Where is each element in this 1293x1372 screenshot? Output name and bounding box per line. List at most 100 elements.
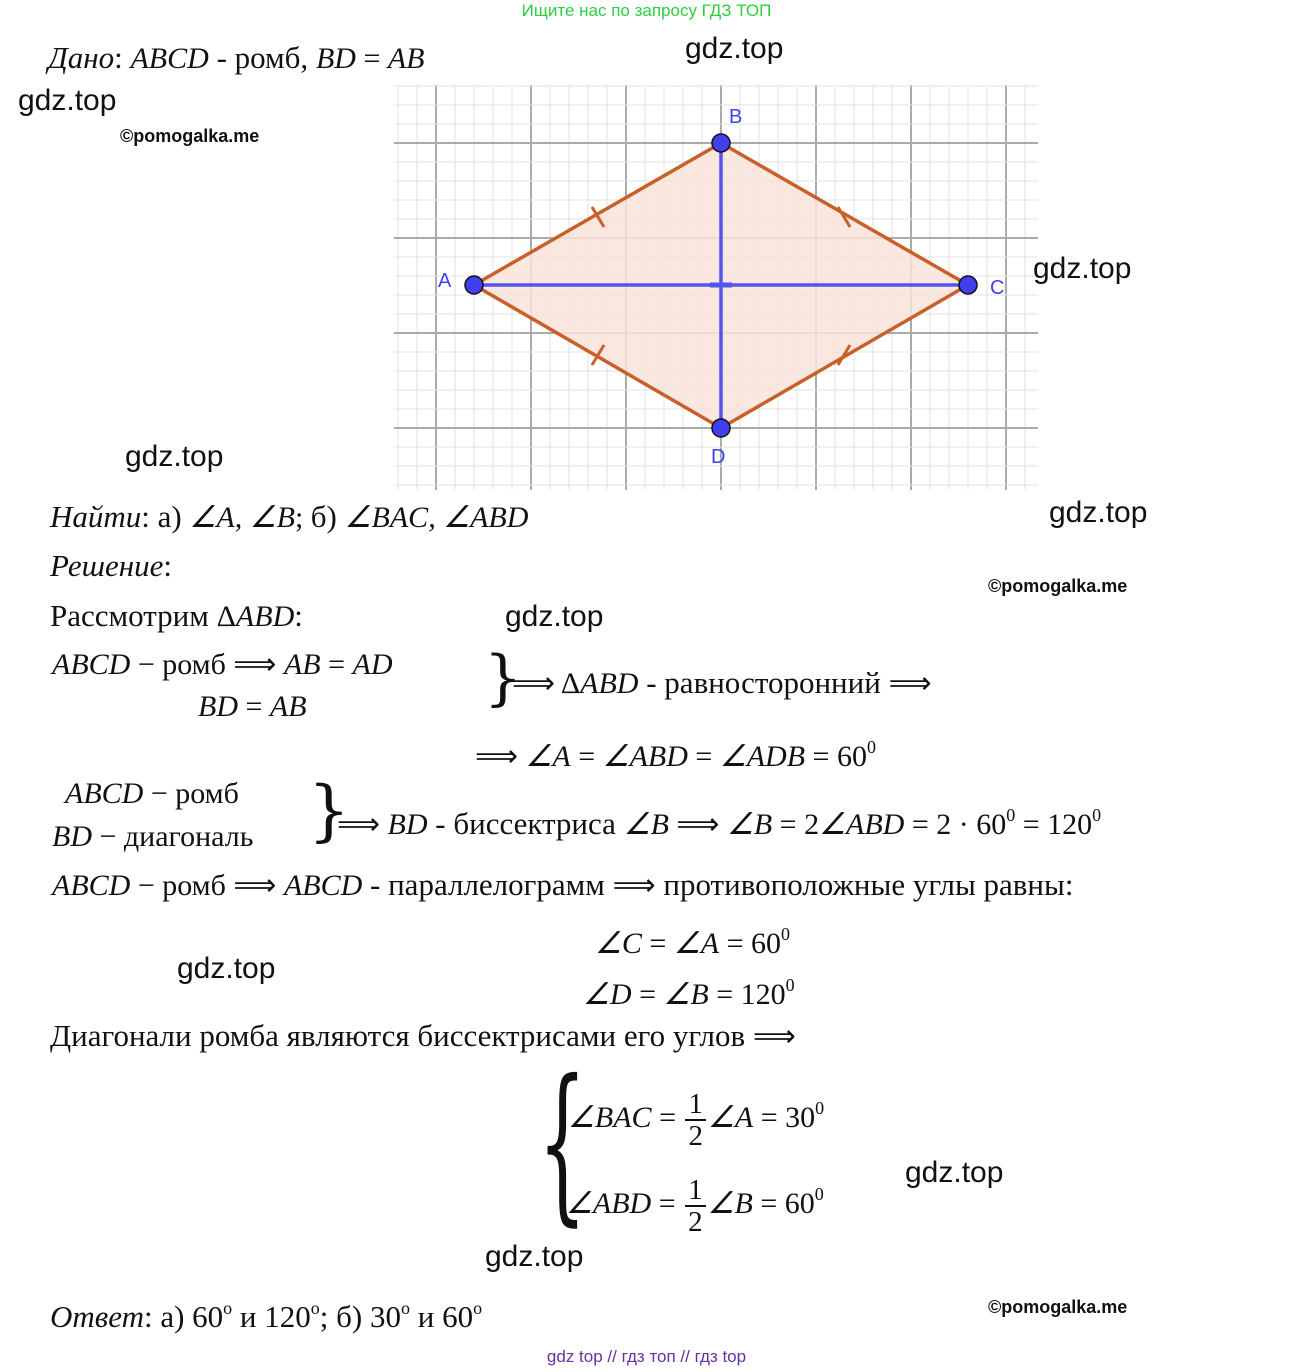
text-segment: = 30 xyxy=(753,1101,816,1134)
numerator: 1 xyxy=(685,1175,706,1207)
watermark: gdz.top xyxy=(18,84,117,117)
text-segment: = xyxy=(355,42,388,75)
line-solution: Решение: xyxy=(50,548,172,584)
text-segment: = 60 xyxy=(719,927,781,960)
line-s1b: BD = AB xyxy=(198,688,307,725)
text-segment: = xyxy=(651,1187,684,1220)
text-segment: ⟹ Δ xyxy=(512,667,581,700)
math-expression: ∠BAC xyxy=(568,1101,652,1134)
point-a xyxy=(464,275,484,295)
math-expression: ∠ABD xyxy=(602,740,688,773)
numerator: 1 xyxy=(685,1089,706,1121)
math-expression: AD xyxy=(352,648,393,681)
label-b: B xyxy=(729,106,742,128)
label-a: A xyxy=(438,270,452,292)
text-segment: − диагональ xyxy=(92,820,254,853)
point-d xyxy=(711,418,731,438)
text-segment: ⟹ xyxy=(612,869,656,902)
copyright: ©pomogalka.me xyxy=(988,1297,1128,1317)
math-expression: ∠B xyxy=(623,808,669,841)
brace-2: } xyxy=(308,772,350,849)
text-segment: - параллелограмм xyxy=(362,867,613,902)
math-expression: ABCD xyxy=(52,648,131,681)
line-consider: Рассмотрим ΔABD: xyxy=(50,598,303,635)
text-segment: ; xyxy=(294,501,311,534)
line-answer: Ответ: а) 60o и 120o; б) 30o и 60o xyxy=(50,1290,482,1335)
math-expression: ∠A xyxy=(673,927,720,960)
watermark: gdz.top xyxy=(177,952,276,985)
degree-superscript: 0 xyxy=(1092,805,1102,825)
footer-links[interactable]: gdz top // гдз топ // гдз top xyxy=(546,1347,747,1366)
watermark: gdz.top xyxy=(1033,252,1132,285)
text-segment: Ответ xyxy=(50,1299,144,1334)
math-expression: ∠B xyxy=(726,808,773,841)
line-given: Дано: ABCD - ромб, BD = AB xyxy=(48,40,425,77)
line-s4: ABCD − ромб ⟹ ABCD - параллелограмм ⟹ пр… xyxy=(52,867,1073,904)
math-expression: ∠ABD xyxy=(819,808,905,841)
watermark: gdz.top xyxy=(125,440,224,473)
degree-superscript: o xyxy=(310,1298,320,1318)
system-brace: { xyxy=(538,1044,587,1242)
text-segment: б) xyxy=(310,499,345,534)
text-segment: : xyxy=(114,40,131,75)
text-segment: = xyxy=(238,690,270,723)
math-expression: BD xyxy=(315,42,356,75)
watermark: gdz.top xyxy=(505,600,604,633)
text-segment: = xyxy=(570,740,603,773)
text-segment: Решение xyxy=(50,548,164,583)
math-expression: AB xyxy=(387,42,425,75)
brace-1: } xyxy=(484,643,523,713)
line-s7: Диагонали ромба являются биссектрисами е… xyxy=(50,1018,796,1055)
degree-superscript: o xyxy=(473,1298,483,1318)
line-s1a: ABCD − ромб ⟹ AB = AD xyxy=(52,646,393,683)
math-expression: ∠C xyxy=(595,927,642,960)
denominator: 2 xyxy=(688,1119,703,1152)
watermark: gdz.top xyxy=(1049,496,1148,529)
watermark: gdz.top xyxy=(485,1240,584,1273)
degree-superscript: 0 xyxy=(814,1184,824,1204)
math-expression: ABD xyxy=(580,667,639,700)
line-find: Найти: а) ∠A, ∠B; б) ∠BAC, ∠ABD xyxy=(50,499,528,536)
math-expression: ∠ADB xyxy=(719,740,806,773)
text-segment: - равносторонний xyxy=(638,665,889,700)
math-expression: ABCD xyxy=(130,42,209,75)
text-segment: Диагонали ромба являются биссектрисами е… xyxy=(50,1018,753,1053)
text-segment: : xyxy=(163,548,172,583)
rhombus-figure: A B C D xyxy=(394,85,1038,490)
text-segment: ⟹ xyxy=(337,808,388,841)
math-expression: BD xyxy=(387,808,428,841)
degree-superscript: 0 xyxy=(780,924,790,944)
text-segment: = xyxy=(651,1101,684,1134)
text-segment: - ромб, xyxy=(208,40,316,75)
text-segment: : а) 60 xyxy=(143,1299,224,1334)
watermark: gdz.top xyxy=(905,1156,1004,1189)
text-segment: = xyxy=(320,648,353,681)
math-expression: ∠BAC, ∠ABD xyxy=(344,501,529,534)
text-segment: ромб ⟹ xyxy=(162,648,284,681)
text-segment: = 120 xyxy=(708,978,786,1011)
text-segment: - биссектриса xyxy=(427,806,624,841)
point-b xyxy=(711,133,731,153)
search-hint: Ищите нас по запросу ГДЗ ТОП xyxy=(521,1,772,20)
math-expression: ∠A xyxy=(525,740,571,773)
math-expression: BD xyxy=(198,690,238,723)
label-d: D xyxy=(711,446,725,468)
degree-superscript: o xyxy=(400,1298,410,1318)
label-c: C xyxy=(990,277,1004,299)
equal-side-ticks xyxy=(590,206,852,366)
math-expression: ABD xyxy=(235,600,295,633)
math-expression: ∠ABD xyxy=(566,1187,652,1220)
text-segment: и 60 xyxy=(409,1299,474,1334)
text-segment: ⟹ xyxy=(752,1020,796,1053)
text-segment: : а) xyxy=(141,499,190,534)
text-segment: = 2 · 60 xyxy=(904,808,1007,841)
text-segment: = xyxy=(641,927,674,960)
line-s1c: ⟹ ΔABD - равносторонний ⟹ xyxy=(512,665,932,702)
math-expression: AB xyxy=(283,648,321,681)
text-segment: = 2 xyxy=(772,808,820,841)
math-expression: BD xyxy=(52,820,92,853)
line-s8: ∠BAC = 1 2 ∠A = 300 xyxy=(568,1073,824,1153)
text-segment: ⟹ xyxy=(888,667,932,700)
